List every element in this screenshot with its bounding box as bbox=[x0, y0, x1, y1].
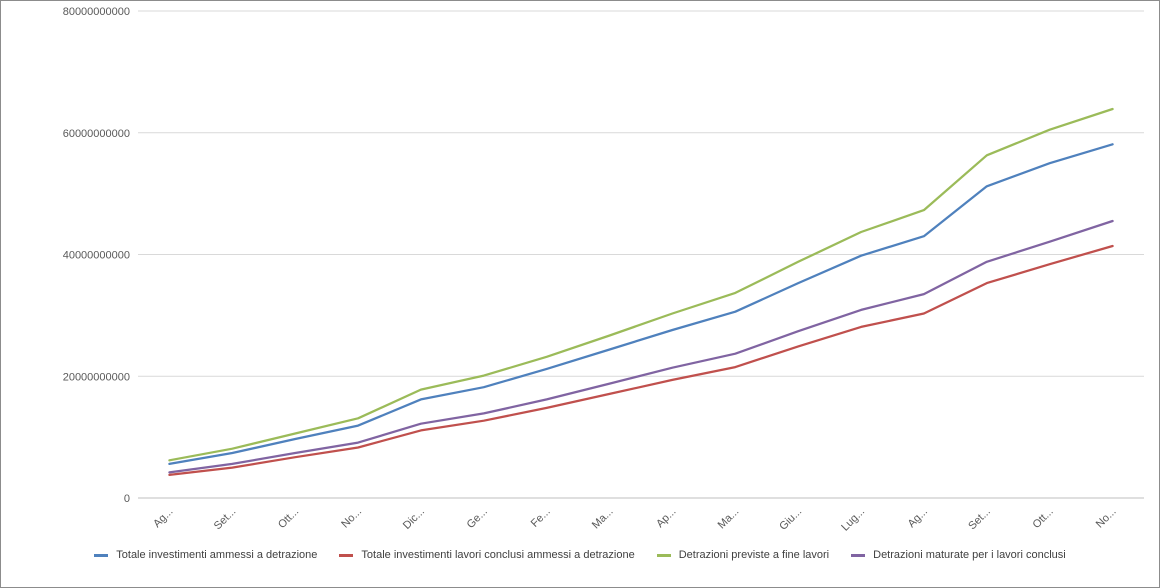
legend-label: Totale investimenti lavori conclusi amme… bbox=[361, 549, 635, 561]
x-tick-label: Lug... bbox=[839, 506, 867, 534]
x-tick-label: Ott... bbox=[1030, 506, 1055, 531]
legend-item: Totale investimenti lavori conclusi amme… bbox=[339, 549, 635, 561]
x-tick-label: Ap... bbox=[654, 506, 678, 530]
x-tick-label: Dic... bbox=[401, 506, 427, 532]
x-tick-label: Ag... bbox=[906, 506, 930, 530]
x-tick-label: Fe... bbox=[529, 506, 553, 530]
series-line-3 bbox=[168, 107, 1114, 462]
x-tick-label: Ag... bbox=[151, 506, 175, 530]
x-tick-label: Giu... bbox=[777, 506, 804, 533]
x-tick-label: Ma... bbox=[590, 506, 616, 532]
gridlines bbox=[138, 10, 1144, 499]
series-line-2 bbox=[168, 244, 1114, 477]
x-axis-ticks: Ag... Set... Ott... No... Dic... Ge... Fe... Ma… bbox=[151, 506, 1119, 534]
legend-swatch bbox=[851, 553, 866, 557]
legend-swatch bbox=[94, 553, 109, 557]
y-tick-label: 80000000000 bbox=[63, 6, 130, 18]
chart-legend: Totale investimenti ammessi a detrazione… bbox=[0, 545, 1160, 565]
x-tick-label: Ma... bbox=[716, 506, 742, 532]
x-tick-label: No... bbox=[339, 506, 364, 531]
x-tick-label: Ott... bbox=[276, 506, 301, 531]
legend-swatch bbox=[656, 553, 671, 557]
y-tick-label: 20000000000 bbox=[63, 371, 130, 383]
legend-item: Detrazioni previste a fine lavori bbox=[656, 549, 830, 561]
x-tick-label: Set... bbox=[966, 506, 993, 533]
series-line-4 bbox=[168, 219, 1114, 474]
legend-label: Totale investimenti ammessi a detrazione bbox=[116, 549, 318, 561]
y-axis-ticks: 0 20000000000 40000000000 60000000000 800000… bbox=[63, 6, 130, 505]
legend-item: Totale investimenti ammessi a detrazione bbox=[94, 549, 317, 561]
y-tick-label: 0 bbox=[124, 493, 130, 505]
legend-swatch bbox=[339, 553, 354, 557]
y-tick-label: 60000000000 bbox=[63, 128, 130, 140]
x-tick-label: No... bbox=[1094, 506, 1119, 531]
y-tick-label: 40000000000 bbox=[63, 250, 130, 262]
legend-label: Detrazioni previste a fine lavori bbox=[678, 549, 830, 561]
legend-item: Detrazioni maturate per i lavori conclus… bbox=[851, 549, 1066, 561]
series-lines bbox=[168, 107, 1114, 477]
line-chart: 0 20000000000 40000000000 60000000000 800000… bbox=[63, 6, 1144, 534]
x-tick-label: Ge... bbox=[465, 506, 490, 531]
series-line-1 bbox=[168, 143, 1114, 466]
x-tick-label: Set... bbox=[212, 506, 239, 533]
legend-label: Detrazioni maturate per i lavori conclus… bbox=[873, 549, 1066, 561]
